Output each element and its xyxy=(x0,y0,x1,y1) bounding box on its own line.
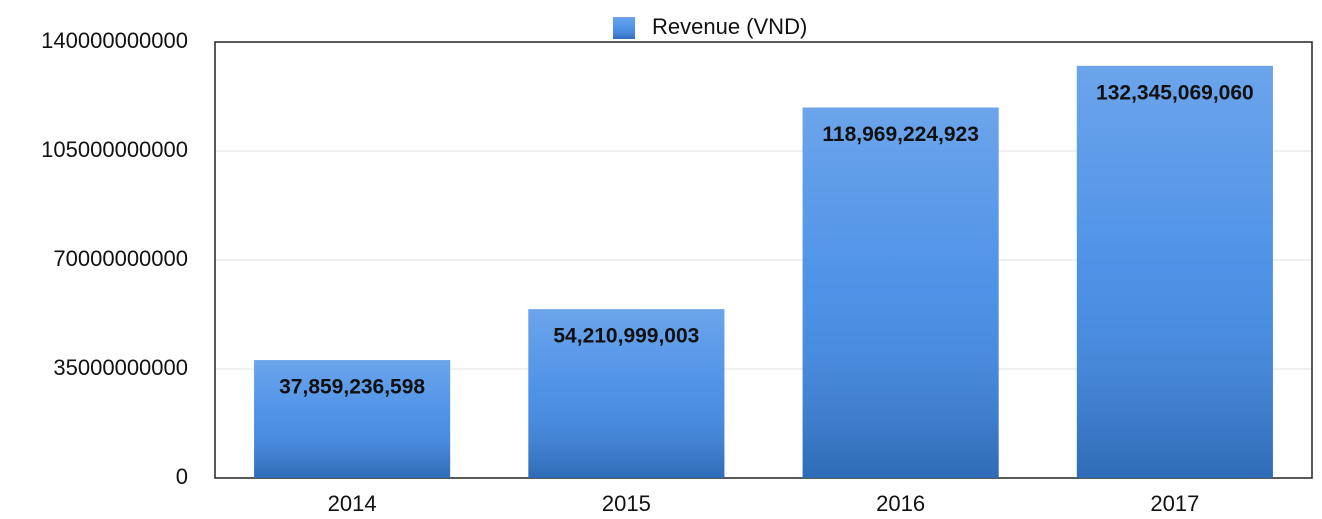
value-label: 37,859,236,598 xyxy=(279,376,425,399)
y-tick-label: 70000000000 xyxy=(53,246,188,271)
bar-shine xyxy=(802,107,999,478)
plot-frame xyxy=(214,41,1313,479)
bar-shine xyxy=(1076,65,1273,478)
x-tick-label: 2017 xyxy=(1150,491,1199,516)
legend-swatch-shine xyxy=(613,17,635,39)
y-tick-label: 105000000000 xyxy=(41,137,188,162)
x-tick-label: 2016 xyxy=(876,491,925,516)
x-tick-label: 2014 xyxy=(328,491,377,516)
y-tick-label: 0 xyxy=(176,464,188,489)
value-label: 132,345,069,060 xyxy=(1096,81,1254,104)
y-tick-label: 35000000000 xyxy=(53,355,188,380)
value-label: 118,969,224,923 xyxy=(822,123,979,146)
bar-shine xyxy=(254,360,451,478)
x-tick-label: 2015 xyxy=(602,491,651,516)
bar-shine xyxy=(528,309,725,478)
value-label: 54,210,999,003 xyxy=(553,325,699,348)
legend-label: Revenue (VND) xyxy=(652,14,807,39)
y-tick-label: 140000000000 xyxy=(41,28,188,53)
